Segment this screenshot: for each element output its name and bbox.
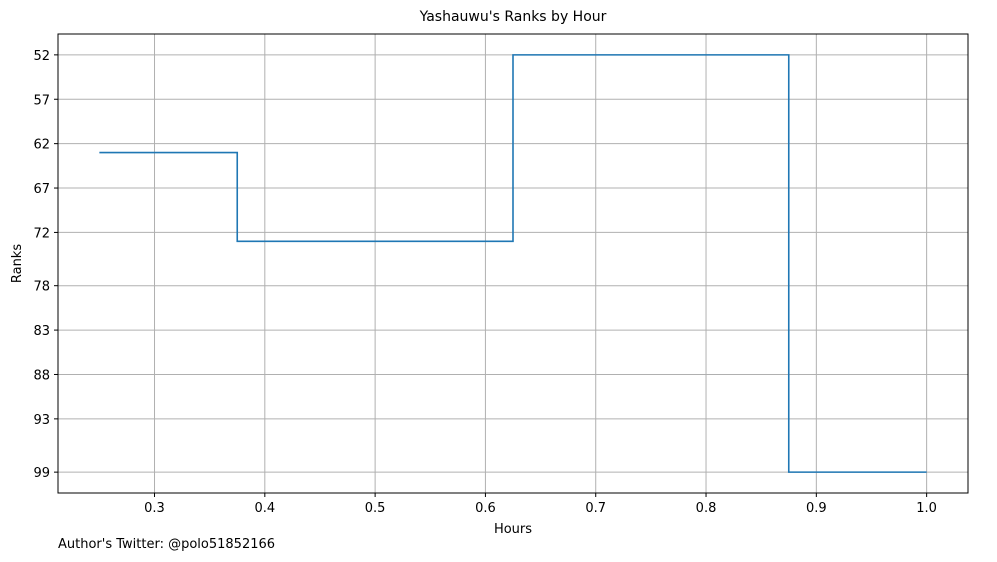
y-tick-label: 88 (33, 368, 50, 383)
y-tick-label: 78 (33, 280, 50, 295)
x-tick-label: 0.5 (365, 501, 386, 516)
x-tick-label: 0.3 (144, 501, 165, 516)
plot-frame (57, 33, 969, 494)
y-tick-label: 52 (33, 49, 50, 64)
chart-title: Yashauwu's Ranks by Hour (419, 9, 607, 25)
author-credit: Author's Twitter: @polo51852166 (58, 537, 276, 552)
x-tick-label: 0.6 (475, 501, 496, 516)
y-tick-label: 67 (33, 182, 50, 197)
y-axis-label: Ranks (10, 244, 25, 283)
y-tick-label: 99 (33, 466, 50, 481)
y-tick-label: 62 (33, 138, 50, 153)
rank-series-line (99, 54, 927, 473)
x-axis-label: Hours (494, 522, 532, 537)
y-tick-label: 57 (33, 93, 50, 108)
x-tick-label: 0.7 (585, 501, 606, 516)
y-tick-label: 93 (33, 413, 50, 428)
x-tick-label: 0.8 (696, 501, 717, 516)
y-tick-label: 72 (33, 226, 50, 241)
x-tick-label: 0.9 (806, 501, 827, 516)
axis-ticks: 0.3 0.4 0.5 0.6 0.7 0.8 0.9 1.0 52 57 62 67 72 78 83 88… (33, 49, 937, 516)
x-tick-label: 1.0 (916, 501, 937, 516)
x-tick-label: 0.4 (254, 501, 275, 516)
y-tick-label: 83 (33, 324, 50, 339)
